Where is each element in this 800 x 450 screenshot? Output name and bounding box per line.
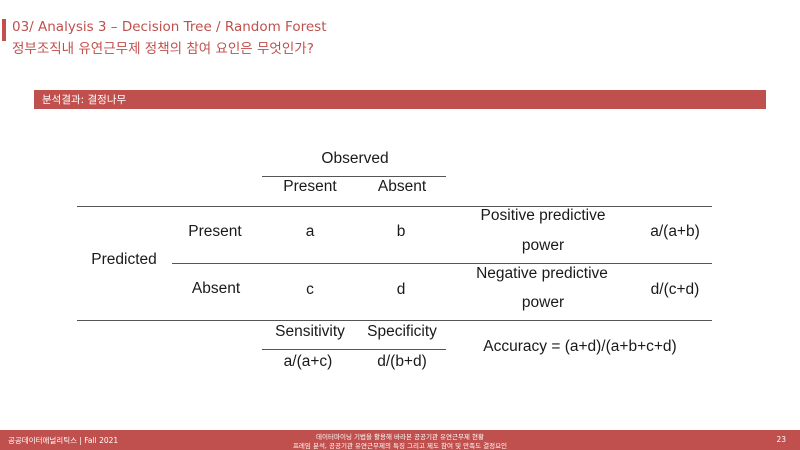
cell-d: d: [396, 281, 406, 298]
row-header-present: Present: [188, 223, 242, 240]
slide-subtitle: 정부조직내 유연근무제 정책의 참여 요인은 무엇인가?: [12, 41, 314, 57]
col-header-absent: Absent: [377, 178, 427, 195]
footer-topic-line1: 데이터마이닝 기법을 활용해 바라본 공공기관 유연근무제 현황: [316, 433, 484, 441]
predicted-label: Predicted: [91, 251, 157, 268]
npv-label-line2: power: [521, 294, 565, 311]
rule-row-separator: [172, 263, 712, 264]
rule-body-bottom: [77, 320, 712, 321]
footer-bar: 공공데이터애널리틱스 | Fall 2021 데이터마이닝 기법을 활용해 바라…: [0, 430, 800, 450]
page-number: 23: [776, 435, 786, 444]
row-header-absent: Absent: [191, 280, 241, 297]
sensitivity-formula: a/(a+c): [283, 353, 333, 370]
footer-topic-line2: 프레임 분석, 공공기관 유연근무제의 특징 그리고 제도 참여 및 만족도 결…: [292, 442, 508, 450]
rule-under-observed: [262, 176, 446, 177]
npv-label-line1: Negative predictive: [476, 265, 608, 282]
cell-a: a: [305, 223, 315, 240]
sensitivity-label: Sensitivity: [275, 323, 345, 340]
cell-b: b: [396, 223, 406, 240]
section-band-label: 분석결과: 결정나무: [42, 94, 127, 106]
section-band: 분석결과: 결정나무: [34, 90, 766, 109]
rule-header-bottom: [77, 206, 712, 207]
accuracy-formula: Accuracy = (a+d)/(a+b+c+d): [483, 338, 677, 355]
npv-formula: d/(c+d): [650, 281, 700, 298]
specificity-formula: d/(b+d): [377, 353, 427, 370]
col-header-present: Present: [283, 178, 337, 195]
observed-header: Observed: [321, 150, 389, 167]
ppv-formula: a/(a+b): [650, 223, 700, 240]
slide-title: 03/ Analysis 3 – Decision Tree / Random …: [12, 19, 327, 35]
ppv-label-line2: power: [521, 237, 565, 254]
rule-under-metrics: [262, 349, 446, 350]
cell-c: c: [306, 281, 314, 298]
title-accent-bar: [2, 19, 6, 41]
ppv-label-line1: Positive predictive: [480, 207, 606, 224]
specificity-label: Specificity: [367, 323, 437, 340]
footer-course: 공공데이터애널리틱스 | Fall 2021: [8, 436, 119, 445]
